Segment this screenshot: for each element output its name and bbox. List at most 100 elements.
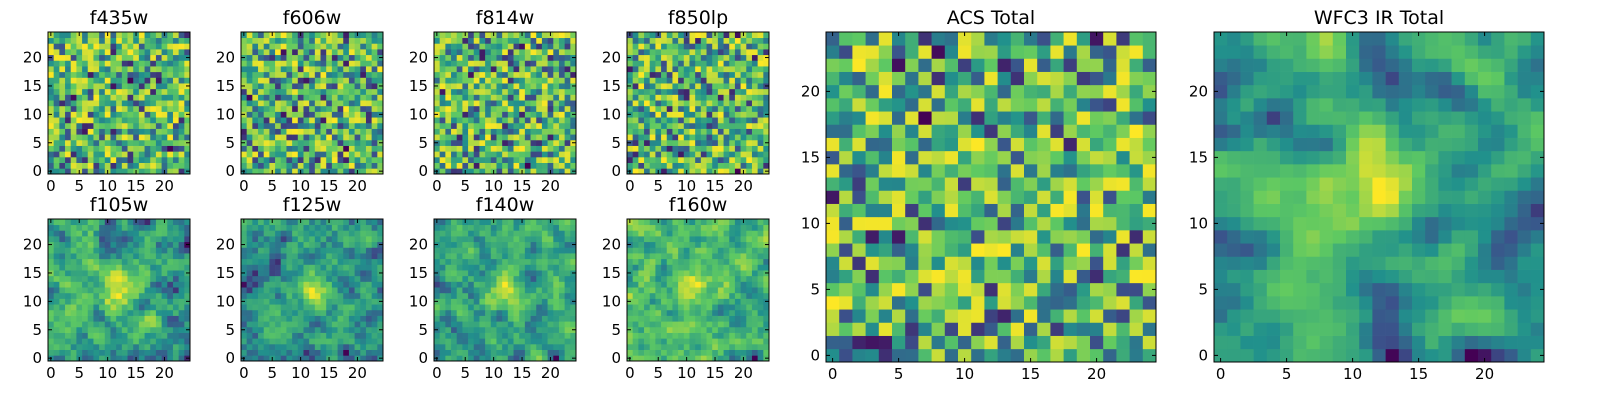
- heatmap-cell: [496, 111, 503, 118]
- heatmap-cell: [76, 332, 83, 339]
- heatmap-cell: [144, 332, 151, 339]
- heatmap-cell: [365, 168, 372, 175]
- heatmap-cell: [468, 100, 475, 107]
- heatmap-cell: [530, 219, 537, 226]
- heatmap-cell: [729, 326, 736, 333]
- heatmap-cell: [496, 139, 503, 146]
- heatmap-cell: [706, 355, 713, 362]
- heatmap-cell: [320, 168, 327, 175]
- heatmap-cell: [485, 236, 492, 243]
- heatmap-cell: [348, 71, 355, 78]
- heatmap-cell: [280, 94, 287, 101]
- heatmap-cell: [110, 287, 117, 294]
- heatmap-cell: [462, 321, 469, 328]
- heatmap-cell: [144, 156, 151, 163]
- heatmap-cell: [303, 134, 310, 141]
- heatmap-cell: [564, 43, 571, 50]
- heatmap-cell: [121, 253, 128, 260]
- heatmap-cell: [655, 145, 662, 152]
- heatmap-cell: [127, 247, 134, 254]
- heatmap-cell: [172, 71, 179, 78]
- heatmap-cell: [678, 111, 685, 118]
- heatmap-cell: [241, 88, 248, 95]
- heatmap-cell: [485, 128, 492, 135]
- heatmap-cell: [252, 134, 259, 141]
- heatmap-cell: [473, 315, 480, 322]
- heatmap-cell: [456, 281, 463, 288]
- heatmap-cell: [377, 258, 384, 265]
- heatmap-cell: [451, 270, 458, 277]
- heatmap-cell: [241, 253, 248, 260]
- heatmap-cell: [178, 49, 185, 56]
- heatmap-cell: [434, 43, 441, 50]
- heatmap-cell: [513, 309, 520, 316]
- heatmap-cell: [331, 49, 338, 56]
- heatmap-cell: [331, 128, 338, 135]
- heatmap-cell: [496, 343, 503, 350]
- heatmap-cell: [292, 281, 299, 288]
- heatmap-cell: [116, 54, 123, 61]
- heatmap-cell: [541, 77, 548, 84]
- heatmap-cell: [729, 168, 736, 175]
- heatmap-cell: [348, 326, 355, 333]
- heatmap-cell: [496, 236, 503, 243]
- heatmap-cell: [683, 100, 690, 107]
- heatmap-cell: [184, 281, 191, 288]
- heatmap-cell: [286, 253, 293, 260]
- heatmap-cell: [445, 355, 452, 362]
- heatmap-cell: [161, 139, 168, 146]
- heatmap-cell: [348, 128, 355, 135]
- heatmap-cell: [76, 298, 83, 305]
- heatmap-cell: [524, 66, 531, 73]
- heatmap-cell: [303, 332, 310, 339]
- heatmap-cell: [666, 128, 673, 135]
- heatmap-cell: [456, 145, 463, 152]
- heatmap-cell: [309, 224, 316, 231]
- heatmap-cell: [269, 343, 276, 350]
- heatmap-cell: [473, 66, 480, 73]
- heatmap-cell: [99, 156, 106, 163]
- heatmap-cell: [723, 343, 730, 350]
- heatmap-cell: [678, 162, 685, 169]
- heatmap-cell: [241, 304, 248, 311]
- heatmap-cell: [133, 264, 140, 271]
- heatmap-cell: [286, 298, 293, 305]
- heatmap-cell: [104, 139, 111, 146]
- heatmap-cell: [371, 71, 378, 78]
- heatmap-cell: [252, 54, 259, 61]
- heatmap-cell: [121, 162, 128, 169]
- heatmap-cell: [184, 128, 191, 135]
- heatmap-cell: [314, 139, 321, 146]
- heatmap-cell: [462, 275, 469, 282]
- heatmap-cell: [76, 37, 83, 44]
- heatmap-cell: [70, 224, 77, 231]
- x-tick-label: 10: [291, 177, 310, 195]
- heatmap-cells: [48, 32, 191, 175]
- heatmap-cell: [53, 162, 60, 169]
- heatmap-cell: [473, 309, 480, 316]
- heatmap-cell: [275, 139, 282, 146]
- heatmap-cell: [93, 270, 100, 277]
- heatmap-cell: [530, 43, 537, 50]
- heatmap-cell: [462, 134, 469, 141]
- heatmap-cell: [627, 156, 634, 163]
- heatmap-cell: [87, 77, 94, 84]
- heatmap-cell: [144, 54, 151, 61]
- heatmap-cell: [178, 111, 185, 118]
- heatmap-cell: [371, 83, 378, 90]
- heatmap-cell: [155, 343, 162, 350]
- heatmap-cell: [76, 139, 83, 146]
- heatmap-cell: [252, 219, 259, 226]
- heatmap-cell: [53, 88, 60, 95]
- heatmap-cell: [644, 355, 651, 362]
- heatmap-cell: [87, 309, 94, 316]
- heatmap-cell: [678, 49, 685, 56]
- heatmap-cell: [241, 281, 248, 288]
- heatmap-cell: [763, 100, 770, 107]
- heatmap-cell: [553, 281, 560, 288]
- heatmap-cell: [632, 151, 639, 158]
- heatmap-cell: [360, 151, 367, 158]
- heatmap-cell: [700, 60, 707, 67]
- heatmap-cell: [456, 230, 463, 237]
- heatmap-cell: [70, 219, 77, 226]
